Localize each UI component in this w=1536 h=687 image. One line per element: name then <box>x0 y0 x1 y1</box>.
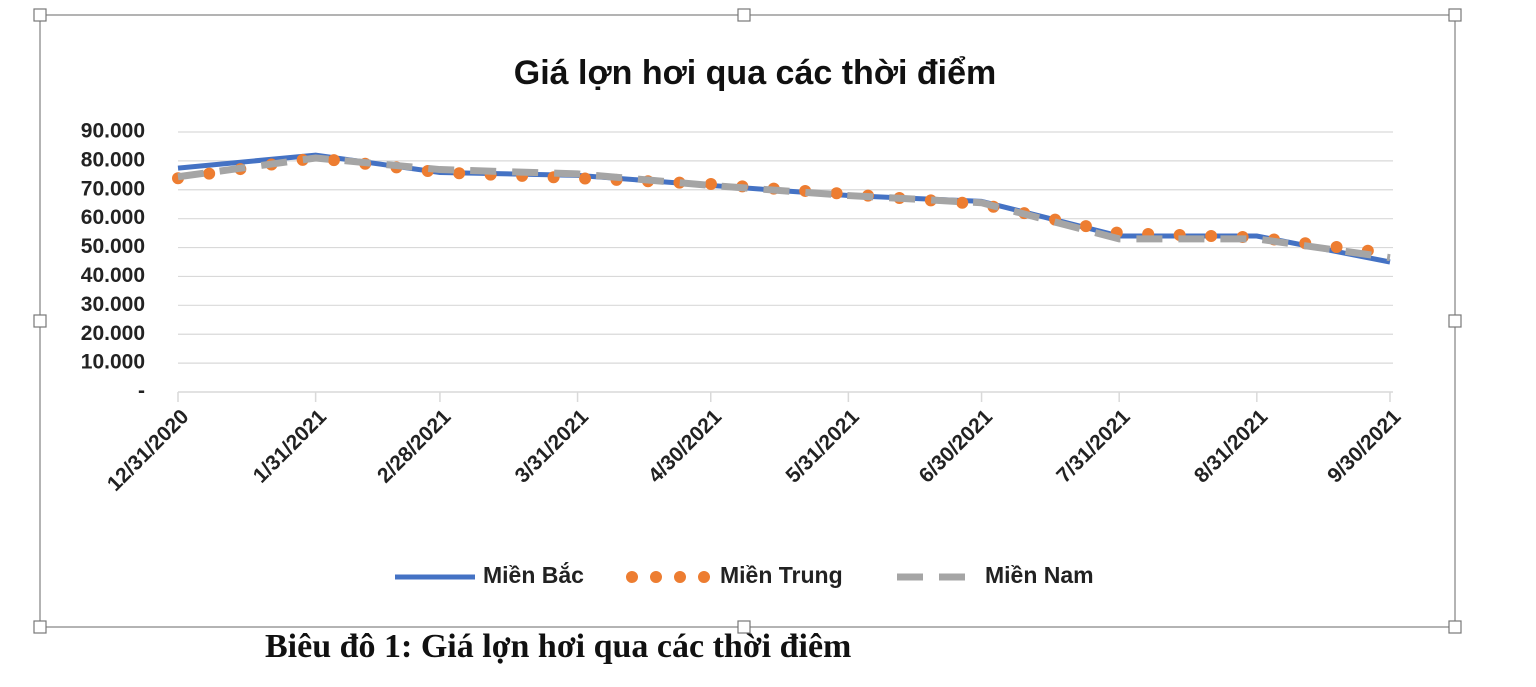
y-tick-label: - <box>138 380 145 403</box>
y-tick-label: 50.000 <box>81 235 145 258</box>
caption: Biêu đô 1: Giá lợn hơi qua các thời điêm <box>265 628 851 665</box>
y-tick-label: 40.000 <box>81 264 145 287</box>
handle <box>1448 620 1462 634</box>
series-line <box>172 151 1396 260</box>
x-tick-label: 9/30/2021 <box>1323 405 1406 488</box>
x-tick-label: 12/31/2020 <box>103 405 194 496</box>
legend-label: Miền Nam <box>985 562 1094 588</box>
y-tick-label: 60.000 <box>81 206 145 229</box>
resize-handles <box>33 8 1462 634</box>
series-line <box>177 152 1391 265</box>
handle <box>33 8 47 22</box>
x-tick-label: 3/31/2021 <box>511 405 594 488</box>
y-tick-label: 30.000 <box>81 293 145 316</box>
chart-frame <box>39 14 1456 628</box>
x-tick-label: 2/28/2021 <box>373 405 456 488</box>
handle <box>1448 314 1462 328</box>
x-tick-label: 5/31/2021 <box>781 405 864 488</box>
series-line <box>177 154 1391 262</box>
x-tick-label: 8/31/2021 <box>1190 405 1273 488</box>
x-tick-label: 6/30/2021 <box>915 405 998 488</box>
y-tick-label: 10.000 <box>81 351 145 374</box>
legend-label: Miền Trung <box>720 562 843 588</box>
handle <box>33 314 47 328</box>
handle <box>737 620 751 634</box>
y-tick-label: 20.000 <box>81 322 145 345</box>
x-tick-label: 4/30/2021 <box>644 405 727 488</box>
y-tick-label: 70.000 <box>81 177 145 200</box>
handle <box>737 8 751 22</box>
y-tick-label: 80.000 <box>81 148 145 171</box>
x-tick-label: 1/31/2021 <box>249 405 332 488</box>
handle <box>33 620 47 634</box>
y-tick-label: 90.000 <box>81 120 145 143</box>
chart-title: Giá lợn hơi qua các thời điểm <box>514 54 997 92</box>
x-tick-label: 7/31/2021 <box>1052 405 1135 488</box>
legend-label: Miền Bắc <box>483 561 584 588</box>
handle <box>1448 8 1462 22</box>
